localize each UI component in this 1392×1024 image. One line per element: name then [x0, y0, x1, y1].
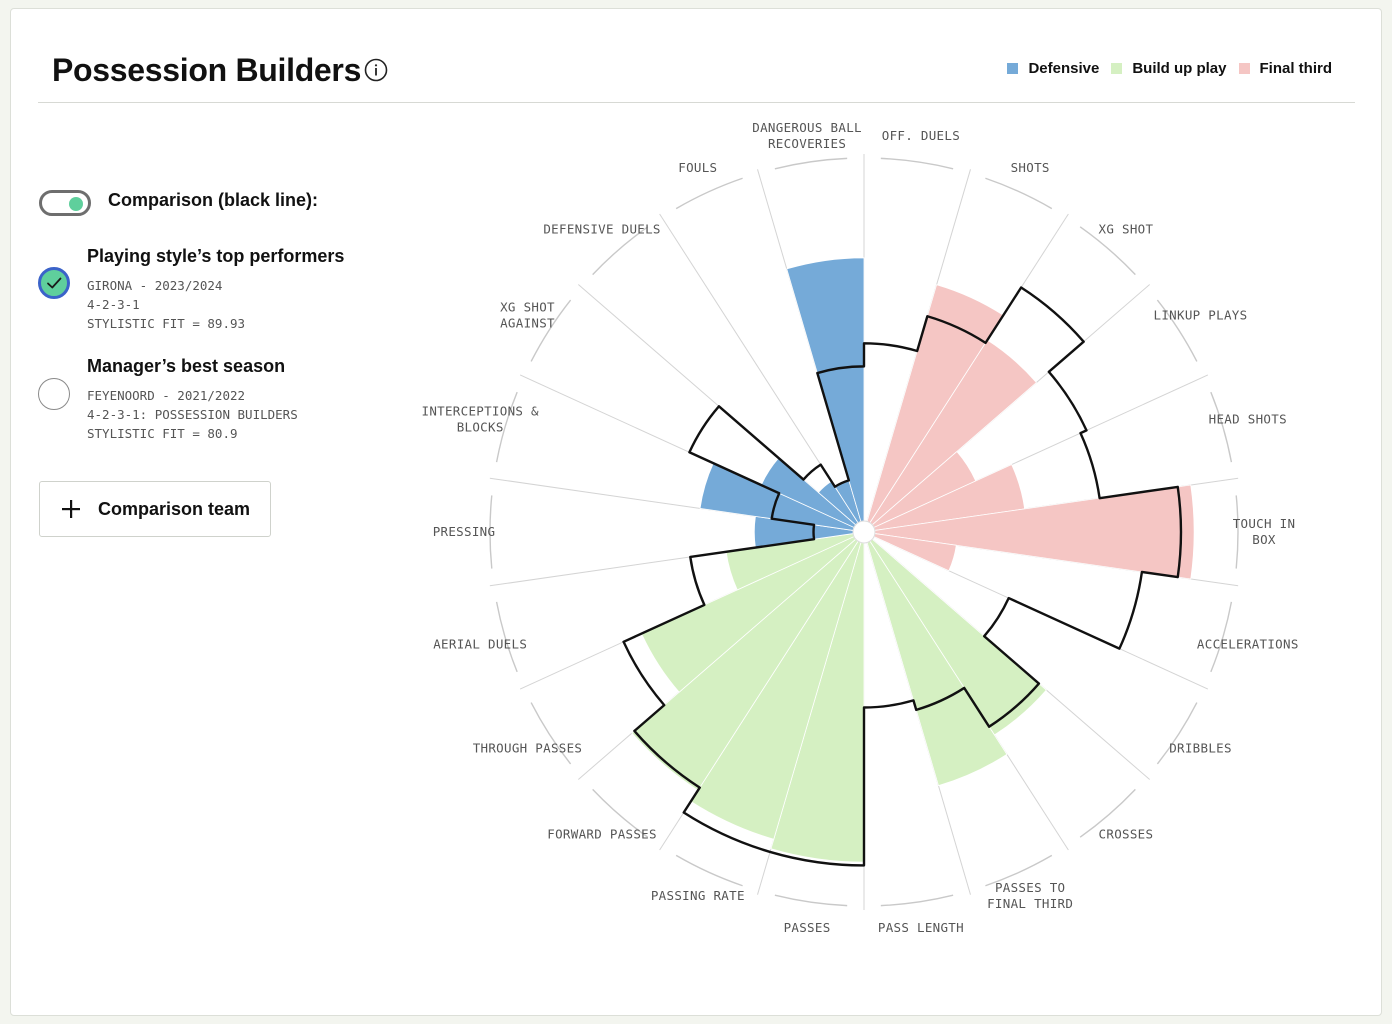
axis-label-dribbles: DRIBBLES — [1169, 740, 1232, 755]
legend-item-final-third: Final third — [1238, 60, 1333, 77]
axis-label-dangerous-ball-recoveries: DANGEROUS BALL RECOVERIES — [752, 120, 862, 151]
outer-ring-segment — [675, 177, 743, 210]
outer-ring-segment — [1210, 391, 1233, 463]
outer-ring-segment — [1210, 601, 1233, 673]
comparison-label: Comparison (black line): — [108, 190, 319, 210]
axis-label-linkup-plays: LINKUP PLAYS — [1154, 308, 1248, 323]
chart-legend: Defensive Build up play Final third — [1005, 60, 1332, 77]
axis-label-xg-shot-against: XG SHOT AGAINST — [500, 300, 555, 331]
axis-label-pass-length: PASS LENGTH — [878, 920, 964, 935]
option-formation: 4-2-3-1 — [87, 297, 140, 312]
outer-ring-segment — [774, 157, 848, 170]
option-radio-unchecked[interactable] — [38, 378, 70, 410]
axis-label-crosses: CROSSES — [1099, 826, 1154, 841]
outer-ring-segment — [675, 854, 743, 887]
toggle-knob — [69, 197, 83, 211]
add-button-label: Comparison team — [98, 498, 251, 519]
outer-ring-segment — [1156, 299, 1198, 362]
axis-label-passes-to-final-third: PASSES TO FINAL THIRD — [987, 880, 1073, 911]
legend-item-build-up-play: Build up play — [1111, 60, 1227, 77]
option-stylistic-fit: STYLISTIC FIT = 80.9 — [87, 426, 238, 441]
outer-ring-segment — [985, 177, 1053, 210]
axis-label-passing-rate: PASSING RATE — [651, 888, 745, 903]
option-stylistic-fit: STYLISTIC FIT = 89.93 — [87, 316, 246, 331]
outer-ring-segment — [880, 894, 954, 907]
outer-ring-segment — [592, 788, 649, 838]
option-team-season: GIRONA - 2023/2024 — [87, 278, 223, 293]
outer-ring-segment — [1079, 788, 1136, 838]
axis-label-pressing: PRESSING — [433, 524, 496, 539]
legend-swatch-defensive — [1007, 63, 1019, 74]
outer-ring-segment — [489, 495, 493, 569]
outer-ring-segment — [495, 391, 518, 463]
option-title: Playing style’s top performers — [87, 246, 345, 266]
axis-label-off-duels: OFF. DUELS — [882, 128, 960, 143]
outer-ring-segment — [530, 299, 572, 362]
axis-label-shots: SHOTS — [1011, 160, 1050, 175]
axis-label-fouls: FOULS — [678, 160, 717, 175]
comparison-toggle[interactable] — [39, 190, 91, 216]
axis-label-interceptions-blocks: INTERCEPTIONS & BLOCKS — [422, 403, 540, 434]
axis-label-xg-shot: XG SHOT — [1099, 222, 1154, 237]
option-meta: FEYENOORD - 2021/2022 4-2-3-1: POSSESSIO… — [87, 386, 298, 443]
outer-ring-segment — [1235, 495, 1239, 569]
axis-label-touch-in-box: TOUCH IN BOX — [1233, 516, 1296, 547]
center-hole — [852, 520, 876, 544]
plus-icon — [62, 500, 80, 518]
option-title: Manager’s best season — [87, 356, 286, 376]
outer-ring-segment — [495, 601, 518, 673]
comparison-outline — [622, 286, 1183, 867]
outer-ring-segment — [1079, 226, 1136, 276]
legend-swatch-final-third — [1238, 63, 1250, 74]
page-title: Possession Builders — [52, 52, 362, 88]
checkmark-icon — [47, 277, 62, 289]
outer-ring-segment — [880, 157, 954, 170]
outer-ring-segment — [1156, 702, 1198, 765]
info-icon[interactable] — [364, 58, 388, 82]
legend-label-defensive: Defensive — [1028, 60, 1100, 77]
axis-label-head-shots: HEAD SHOTS — [1209, 411, 1287, 426]
legend-swatch-build-up-play — [1111, 63, 1123, 74]
outer-ring-segment — [774, 894, 848, 907]
outer-ring-segment — [530, 702, 572, 765]
axis-label-passes: PASSES — [784, 920, 831, 935]
axis-label-forward-passes: FORWARD PASSES — [547, 826, 657, 841]
axis-label-through-passes: THROUGH PASSES — [473, 740, 583, 755]
outer-ring-segment — [592, 226, 649, 276]
option-formation: 4-2-3-1: POSSESSION BUILDERS — [87, 407, 298, 422]
axis-label-aerial-duels: AERIAL DUELS — [433, 637, 527, 652]
legend-label-final-third: Final third — [1259, 60, 1333, 77]
outer-ring-segment — [985, 854, 1053, 887]
axis-label-defensive-duels: DEFENSIVE DUELS — [543, 222, 660, 237]
header-divider — [38, 102, 1355, 103]
legend-label-build-up-play: Build up play — [1132, 60, 1227, 77]
axis-label-accelerations: ACCELERATIONS — [1197, 637, 1299, 652]
option-team-season: FEYENOORD - 2021/2022 — [87, 388, 246, 403]
option-meta: GIRONA - 2023/2024 4-2-3-1 STYLISTIC FIT… — [87, 276, 245, 333]
option-radio-checked[interactable] — [38, 267, 70, 299]
legend-item-defensive: Defensive — [1007, 60, 1099, 77]
add-comparison-team-button[interactable]: Comparison team — [39, 481, 271, 537]
